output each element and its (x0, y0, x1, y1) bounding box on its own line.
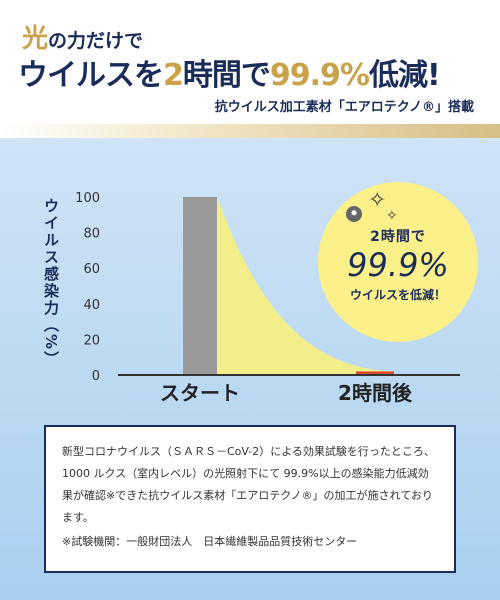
callout-line1: 2時間で (370, 229, 426, 245)
x-tick-label-0: スタート (160, 381, 240, 405)
x-tick-label-1: 2時間後 (338, 381, 413, 405)
decay-curve-area (217, 197, 392, 375)
headline-part-c: 時間で (182, 58, 271, 93)
y-tick-label-5: 100 (75, 191, 100, 206)
callout-line3: ウイルスを低減！ (349, 288, 446, 302)
y-tick-label-2: 40 (83, 298, 100, 313)
header: 光の力だけで ウイルスを2時間で99.9%低減! 抗ウイルス加工素材「エアロテク… (0, 0, 500, 130)
bar-0 (183, 197, 217, 375)
bars (183, 197, 394, 375)
y-ticks: 0 20 40 60 80 100 (75, 191, 100, 384)
headline-part-d: 99.9% (269, 58, 370, 93)
headline-line1-text: の力だけで (48, 30, 144, 52)
virus-icon: ✸ (346, 206, 362, 222)
headline-kanji: 光 (22, 24, 49, 54)
test-note-body: 新型コロナウイルス（ＳＡＲＳ－CoV-2）による効果試験を行ったところ、1000… (62, 445, 435, 524)
headline-subtitle: 抗ウイルス加工素材「エアロテクノ®」搭載 (214, 100, 474, 115)
y-tick-label-4: 80 (83, 227, 100, 242)
test-note-box: 新型コロナウイルス（ＳＡＲＳ－CoV-2）による効果試験を行ったところ、1000… (44, 425, 456, 573)
gold-divider (0, 124, 500, 138)
sparkle-icon: ✧ (368, 188, 387, 213)
sparkle-small-icon: ✧ (386, 208, 398, 224)
headline-part-a: ウイルスを (18, 58, 164, 93)
y-axis-label: ウイルス感染力（%） (42, 198, 60, 369)
headline-line1: 光の力だけで (22, 18, 143, 55)
y-tick-label-3: 60 (83, 262, 100, 277)
y-tick-label-1: 20 (83, 333, 100, 348)
headline-part-e: 低減! (368, 58, 441, 93)
headline-line2: ウイルスを2時間で99.9%低減! (18, 50, 441, 94)
callout-circle: ✧ ✧ ✸ 2時間で 99.9% ウイルスを低減！ (318, 182, 478, 342)
bar-1 (356, 371, 394, 375)
test-note-source: ※試験機関：一般財団法人 日本繊維製品品質技術センター (62, 535, 358, 548)
x-tick-labels: スタート 2時間後 (160, 381, 413, 405)
callout-percent: 99.9% (347, 246, 449, 284)
y-tick-label-0: 0 (92, 369, 100, 384)
headline-part-b: 2 (163, 58, 184, 93)
